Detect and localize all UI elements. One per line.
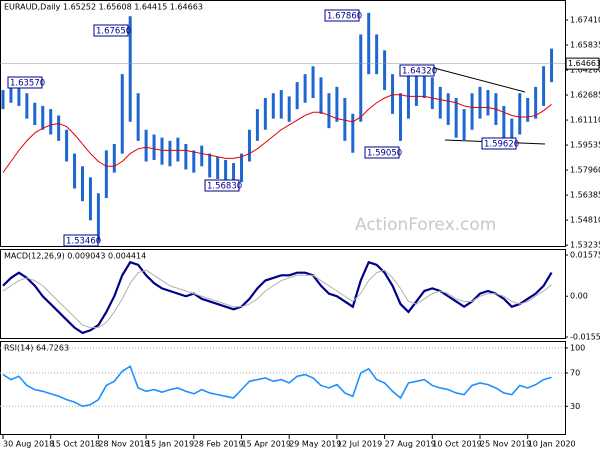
x-tick-label: 15 Apr 2019: [242, 440, 291, 449]
rsi-panel: [0, 341, 566, 435]
price-title: EURAUD,Daily 1.65252 1.65608 1.64415 1.6…: [4, 3, 203, 12]
annotation: 1.67650: [93, 24, 131, 37]
annotation-label: 1.53460: [66, 237, 101, 247]
annotation: 1.59050: [364, 146, 402, 159]
annotation-label: 1.59050: [367, 149, 402, 159]
last-price-box: [565, 57, 600, 70]
y-tick-label: 1.62685: [570, 91, 600, 100]
x-tick-label: 30 Aug 2018: [3, 440, 54, 449]
annotation-label: 1.56830: [207, 182, 242, 192]
x-tick-label: 15 Oct 2018: [51, 440, 100, 449]
annotation: 1.67860: [324, 9, 362, 22]
y-tick-label: 1.64260: [570, 66, 600, 75]
series-line: [2, 269, 552, 329]
x-tick-label: 10 Oct 2019: [432, 440, 481, 449]
y-tick-label: 0.00: [570, 292, 588, 301]
price-panel: [0, 0, 566, 247]
x-tick-label: 28 Nov 2018: [98, 440, 149, 449]
x-tick-label: 12 Jul 2019: [337, 440, 382, 449]
y-tick-label: 0.01575: [570, 250, 600, 259]
watermark: ActionForex.com: [355, 215, 496, 235]
x-tick-label: 10 Jan 2020: [528, 440, 576, 449]
annotation-label: 1.64320: [402, 67, 437, 77]
x-tick-label: 25 Nov 2019: [480, 440, 531, 449]
annotation: 1.64320: [399, 64, 437, 77]
annotation: 1.56830: [204, 179, 242, 192]
annotation-label: 1.63570: [10, 79, 45, 89]
series-line: [2, 365, 552, 408]
y-tick-label: 1.57960: [570, 166, 600, 175]
annotation-label: 1.59620: [484, 140, 519, 150]
x-tick-label: 29 May 2019: [289, 440, 341, 449]
y-tick-label: 100: [570, 343, 585, 352]
y-tick-label: 1.54810: [570, 216, 600, 225]
annotation: 1.59620: [481, 137, 519, 150]
y-tick-label: 1.61110: [570, 116, 600, 125]
annotation-label: 1.67650: [96, 27, 131, 37]
x-tick-label: 27 Aug 2019: [385, 440, 436, 449]
x-tick-label: 15 Jan 2019: [146, 440, 194, 449]
y-tick-label: 1.53235: [570, 241, 600, 250]
series-line: [2, 94, 552, 173]
y-tick-label: -0.015568: [570, 332, 600, 341]
x-tick-label: 28 Feb 2019: [194, 440, 244, 449]
trendline: [433, 67, 526, 93]
y-tick-label: 1.67410: [570, 16, 600, 25]
annotation-label: 1.67860: [327, 12, 362, 22]
annotation: 1.53460: [63, 234, 101, 247]
y-tick-label: 30: [570, 402, 580, 411]
y-tick-label: 1.59535: [570, 141, 600, 150]
y-tick-label: 1.56385: [570, 191, 600, 200]
macd-title: MACD(12,26,9) 0.009043 0.004414: [4, 252, 146, 261]
last-price-label: 1.64663: [568, 59, 600, 68]
series-line: [2, 260, 553, 335]
annotation: 1.63570: [7, 76, 45, 89]
macd-panel: [0, 249, 566, 339]
y-tick-label: 1.65835: [570, 41, 600, 50]
y-tick-label: 70: [570, 368, 580, 377]
